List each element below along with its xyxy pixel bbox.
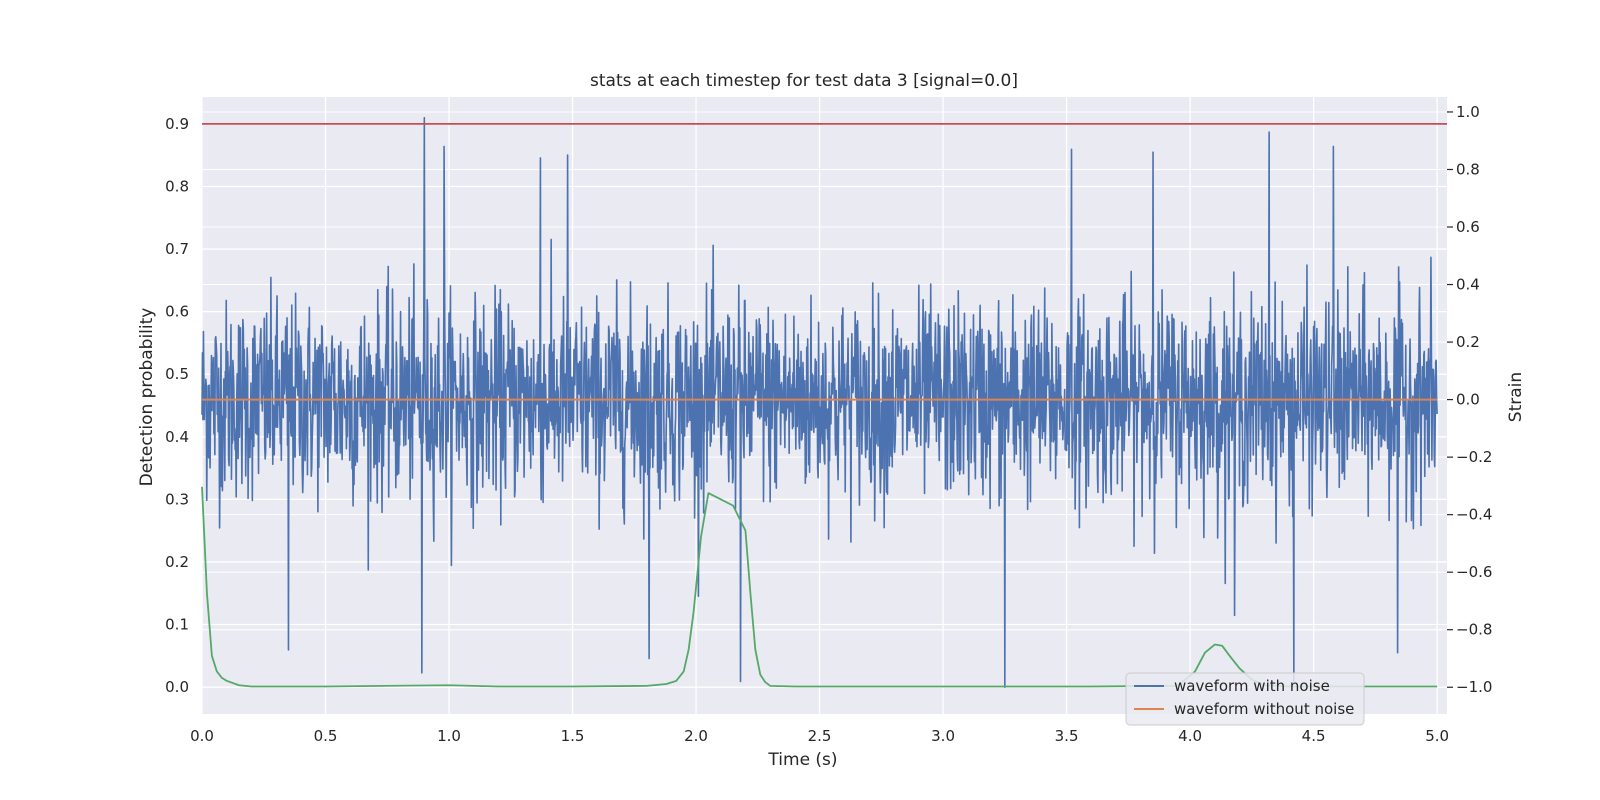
y-right-tick-label: 0.8 bbox=[1456, 160, 1480, 178]
y-left-tick-label: 0.7 bbox=[165, 240, 189, 258]
y-right-tick-label: −0.4 bbox=[1456, 506, 1492, 524]
y-left-tick-label: 0.0 bbox=[165, 678, 189, 696]
y-left-tick-label: 0.3 bbox=[165, 490, 189, 508]
x-tick-labels: 0.0 0.5 1.0 1.5 2.0 2.5 3.0 3.5 4.0 4.5 5.0 bbox=[190, 727, 1449, 745]
detection-probability-line bbox=[201, 486, 1438, 688]
legend: waveform with noise waveform without nois… bbox=[1125, 672, 1365, 726]
x-tick-label: 1.5 bbox=[561, 727, 585, 745]
y-left-tick-label: 0.5 bbox=[165, 365, 189, 383]
y-axis-left-label: Detection probability bbox=[137, 308, 157, 487]
x-tick-label: 4.5 bbox=[1302, 727, 1326, 745]
series-waveform-with-noise bbox=[201, 116, 1438, 689]
x-tick-label: 0.0 bbox=[190, 727, 214, 745]
y-right-tick-label: −0.8 bbox=[1456, 621, 1492, 639]
y-left-tick-label: 0.1 bbox=[165, 616, 189, 634]
y-right-tick-label: 0.4 bbox=[1456, 276, 1480, 294]
x-tick-label: 0.5 bbox=[314, 727, 338, 745]
y-axis-right-label: Strain bbox=[1506, 372, 1526, 422]
x-tick-label: 3.0 bbox=[931, 727, 955, 745]
y-right-tick-label: 0.0 bbox=[1456, 391, 1480, 409]
x-axis-label: Time (s) bbox=[767, 750, 837, 770]
legend-label: waveform without noise bbox=[1174, 700, 1354, 718]
x-tick-label: 5.0 bbox=[1425, 727, 1449, 745]
noisy-waveform-line bbox=[201, 116, 1438, 689]
y-left-tick-label: 0.6 bbox=[165, 303, 189, 321]
x-tick-label: 4.0 bbox=[1178, 727, 1202, 745]
legend-box bbox=[1125, 672, 1365, 726]
legend-label: waveform with noise bbox=[1174, 677, 1330, 695]
x-tick-label: 3.5 bbox=[1055, 727, 1079, 745]
y-left-tick-label: 0.2 bbox=[165, 553, 189, 571]
y-left-tick-label: 0.8 bbox=[165, 177, 189, 195]
y-right-tick-label: −0.6 bbox=[1456, 563, 1492, 581]
x-tick-label: 2.0 bbox=[684, 727, 708, 745]
chart-title: stats at each timestep for test data 3 [… bbox=[590, 71, 1018, 91]
y-left-tick-label: 0.9 bbox=[165, 115, 189, 133]
y-right-tick-label: −1.0 bbox=[1456, 678, 1492, 696]
y-right-tick-label: −0.2 bbox=[1456, 448, 1492, 466]
y-right-tick-label: 0.2 bbox=[1456, 333, 1480, 351]
y-right-tick-label: 1.0 bbox=[1456, 103, 1480, 121]
y-left-tick-labels: 0.0 0.1 0.2 0.3 0.4 0.5 0.6 0.7 0.8 0.9 bbox=[165, 115, 189, 696]
y-right-tick-label: 0.6 bbox=[1456, 218, 1480, 236]
y-left-tick-label: 0.4 bbox=[165, 428, 189, 446]
x-tick-label: 2.5 bbox=[808, 727, 832, 745]
x-tick-label: 1.0 bbox=[437, 727, 461, 745]
series-lines bbox=[201, 123, 1447, 688]
y-right-tick-labels: −1.0 −0.8 −0.6 −0.4 −0.2 0.0 0.2 0.4 0.6 0.8 1.0 bbox=[1447, 103, 1492, 696]
